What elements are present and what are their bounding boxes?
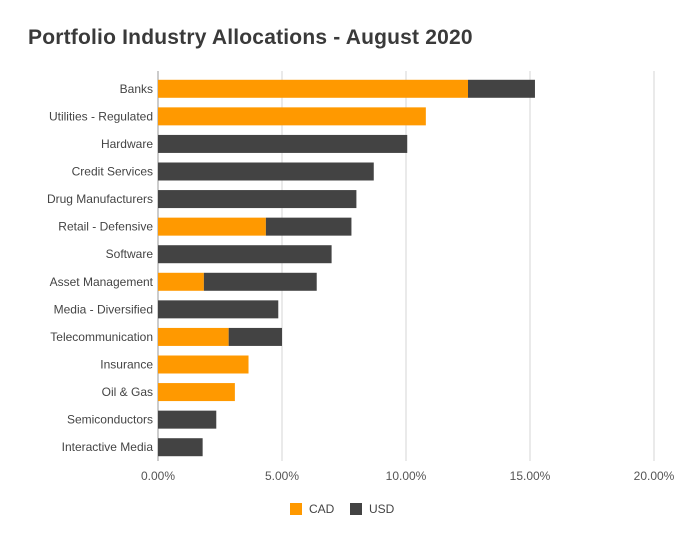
category-label: Retail - Defensive bbox=[58, 220, 153, 234]
bar-usd bbox=[158, 134, 408, 153]
legend: CAD USD bbox=[290, 502, 395, 516]
x-tick-label: 20.00% bbox=[634, 469, 675, 483]
bar-cad bbox=[158, 217, 266, 236]
category-label: Insurance bbox=[100, 358, 153, 372]
category-label: Interactive Media bbox=[62, 440, 154, 454]
legend-swatch-usd bbox=[350, 503, 362, 515]
bar-usd bbox=[158, 300, 279, 319]
category-label: Telecommunication bbox=[50, 330, 153, 344]
legend-label-usd: USD bbox=[369, 502, 395, 516]
x-tick-label: 5.00% bbox=[265, 469, 299, 483]
bar-usd bbox=[158, 438, 203, 457]
category-label: Semiconductors bbox=[67, 413, 153, 427]
bar-cad bbox=[158, 272, 204, 291]
x-tick-label: 0.00% bbox=[141, 469, 175, 483]
bar-cad bbox=[158, 107, 426, 126]
bar-usd bbox=[158, 162, 374, 181]
category-label: Hardware bbox=[101, 137, 153, 151]
bar-cad bbox=[158, 327, 229, 346]
bar-usd bbox=[158, 245, 332, 264]
category-label: Media - Diversified bbox=[54, 302, 153, 316]
legend-swatch-cad bbox=[290, 503, 302, 515]
bar-usd bbox=[468, 79, 535, 98]
legend-label-cad: CAD bbox=[309, 502, 335, 516]
category-label: Asset Management bbox=[50, 275, 154, 289]
category-label: Utilities - Regulated bbox=[49, 109, 153, 123]
bar-cad bbox=[158, 355, 249, 374]
category-label: Oil & Gas bbox=[102, 385, 153, 399]
x-tick-label: 15.00% bbox=[510, 469, 551, 483]
bar-usd bbox=[265, 217, 352, 236]
chart-title: Portfolio Industry Allocations - August … bbox=[28, 26, 473, 49]
bar-usd bbox=[228, 327, 282, 346]
grid-layer bbox=[157, 71, 655, 461]
category-labels: Banks Utilities - Regulated Hardware Credit… bbox=[47, 82, 154, 454]
category-label: Banks bbox=[120, 82, 153, 96]
category-label: Software bbox=[106, 247, 154, 261]
category-label: Credit Services bbox=[72, 165, 153, 179]
x-tick-label: 10.00% bbox=[386, 469, 427, 483]
bar-cad bbox=[158, 79, 468, 98]
bar-usd bbox=[203, 272, 317, 291]
x-axis-tick-labels: 0.00% 5.00% 10.00% 15.00% 20.00% bbox=[141, 469, 675, 483]
category-label: Drug Manufacturers bbox=[47, 192, 153, 206]
bar-usd bbox=[158, 410, 217, 429]
bar-layer bbox=[158, 79, 535, 457]
bar-usd bbox=[158, 190, 357, 209]
bar-cad bbox=[158, 383, 235, 402]
